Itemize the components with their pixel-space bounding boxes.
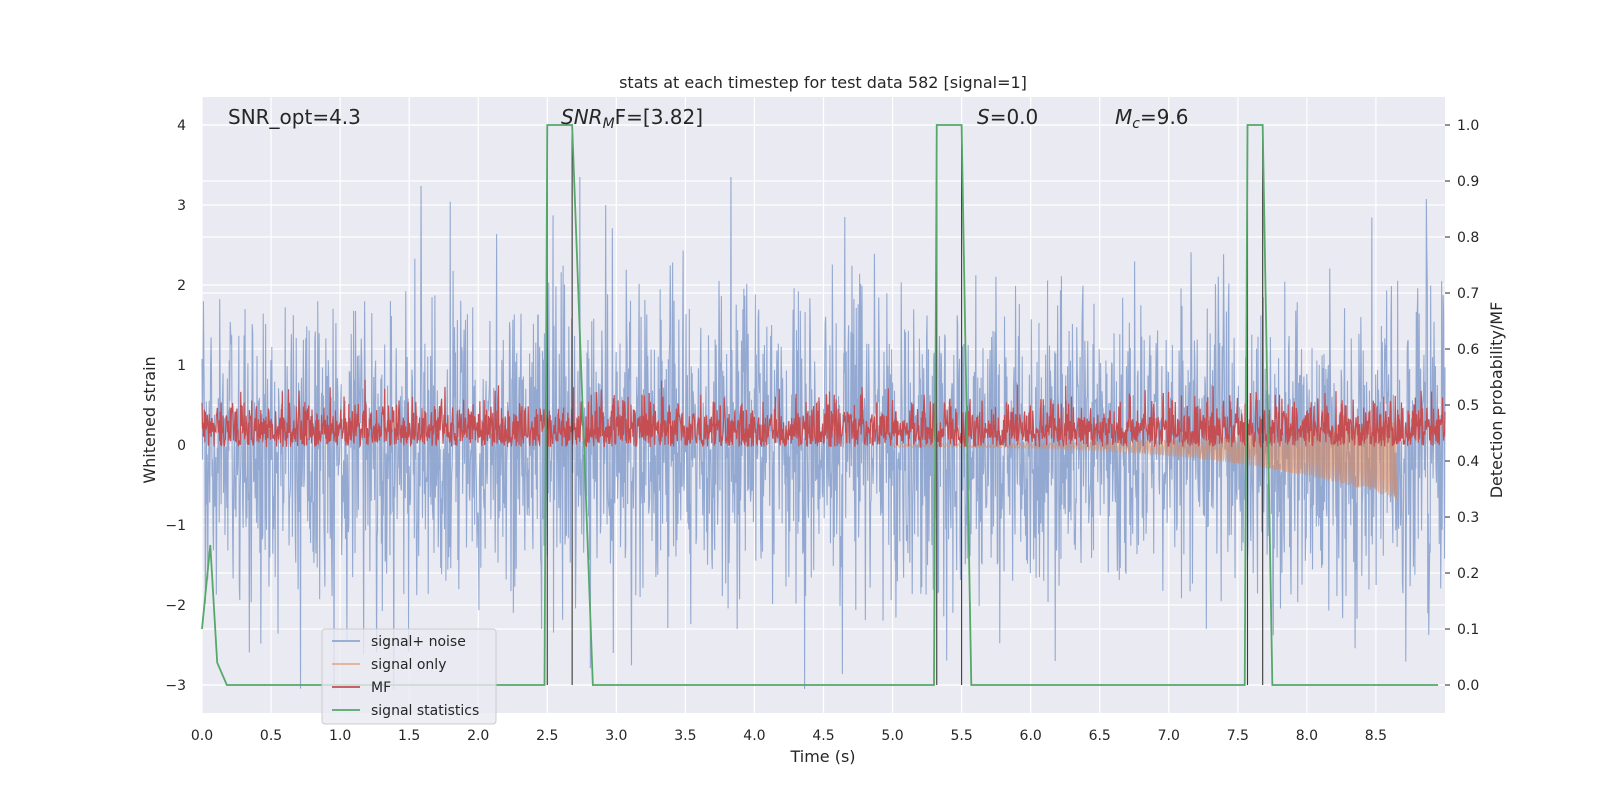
x-tick-label: 2.5 bbox=[536, 728, 558, 744]
left-tick-label: −1 bbox=[165, 518, 186, 534]
annotation-mc-symbol: M bbox=[1115, 105, 1132, 129]
legend-label-signal-noise: signal+ noise bbox=[371, 634, 466, 650]
x-tick-label: 3.5 bbox=[674, 728, 696, 744]
right-tick-label: 0.6 bbox=[1457, 342, 1479, 358]
left-tick-label: 0 bbox=[177, 438, 186, 454]
left-tick-label: 2 bbox=[177, 278, 186, 294]
annotation-s-symbol: S bbox=[977, 105, 990, 129]
x-tick-label: 1.5 bbox=[398, 728, 420, 744]
annotation-s: S=0.0 bbox=[977, 105, 1038, 129]
annotation-snr-mf-value: F=[3.82] bbox=[615, 105, 703, 129]
left-tick-label: 1 bbox=[177, 358, 186, 374]
series-signal-noise bbox=[201, 176, 1446, 690]
x-axis-label: Time (s) bbox=[789, 747, 855, 766]
left-tick-label: −2 bbox=[165, 598, 186, 614]
legend-label-signal-only: signal only bbox=[371, 657, 446, 673]
x-tick-label: 7.5 bbox=[1227, 728, 1249, 744]
x-tick-label: 4.0 bbox=[743, 728, 765, 744]
signal-statistics-line bbox=[201, 124, 1439, 686]
right-tick-label: 0.3 bbox=[1457, 510, 1479, 526]
right-axis-ticks: 0.0 0.1 0.2 0.3 0.4 0.5 0.6 0.7 0.8 0.9 1.0 bbox=[1445, 118, 1479, 694]
left-axis-ticks: −3 −2 −1 0 1 2 3 4 bbox=[165, 118, 186, 694]
x-tick-label: 5.0 bbox=[881, 728, 903, 744]
x-tick-label: 6.0 bbox=[1020, 728, 1042, 744]
annotation-mc-subscript: c bbox=[1132, 116, 1140, 132]
series-mf bbox=[201, 379, 1446, 449]
right-axis-label: Detection probability/MF bbox=[1487, 302, 1506, 499]
x-tick-label: 1.0 bbox=[329, 728, 351, 744]
right-tick-label: 0.9 bbox=[1457, 174, 1479, 190]
left-tick-label: −3 bbox=[165, 678, 186, 694]
signal-noise-line bbox=[201, 176, 1446, 690]
right-tick-label: 0.0 bbox=[1457, 678, 1479, 694]
x-tick-label: 3.0 bbox=[605, 728, 627, 744]
chart-title: stats at each timestep for test data 582… bbox=[619, 73, 1027, 92]
right-tick-label: 0.4 bbox=[1457, 454, 1479, 470]
left-axis-label: Whitened strain bbox=[140, 356, 159, 483]
legend-box bbox=[321, 628, 497, 725]
legend-label-mf: MF bbox=[371, 680, 391, 696]
right-tick-label: 0.1 bbox=[1457, 622, 1479, 638]
annotation-snr-mf-subscript: M bbox=[603, 116, 615, 132]
x-tick-label: 0.5 bbox=[260, 728, 282, 744]
x-tick-label: 7.0 bbox=[1158, 728, 1180, 744]
series-signal-statistics bbox=[201, 124, 1439, 686]
left-tick-label: 3 bbox=[177, 198, 186, 214]
right-tick-label: 0.8 bbox=[1457, 230, 1479, 246]
right-tick-label: 1.0 bbox=[1457, 118, 1479, 134]
right-tick-label: 0.2 bbox=[1457, 566, 1479, 582]
x-tick-label: 4.5 bbox=[812, 728, 834, 744]
x-axis-ticks: 0.0 0.5 1.0 1.5 2.0 2.5 3.0 3.5 4.0 4.5 5.0 5.5 6.0 6… bbox=[191, 728, 1387, 744]
annotation-mc: Mc=9.6 bbox=[1115, 105, 1189, 132]
x-tick-label: 6.5 bbox=[1089, 728, 1111, 744]
x-tick-label: 5.5 bbox=[950, 728, 972, 744]
left-tick-label: 4 bbox=[177, 118, 186, 134]
legend-label-signal-statistics: signal statistics bbox=[371, 703, 479, 719]
annotation-s-value: =0.0 bbox=[990, 105, 1039, 129]
annotation-snr-mf-symbol: SNR bbox=[561, 105, 603, 129]
annotation-snr-mf: SNRMF=[3.82] bbox=[561, 105, 703, 132]
legend: signal+ noise signal only MF signal stat… bbox=[321, 628, 497, 725]
right-tick-label: 0.5 bbox=[1457, 398, 1479, 414]
annotation-mc-value: =9.6 bbox=[1140, 105, 1189, 129]
annotation-snr-opt: SNR_opt=4.3 bbox=[228, 105, 361, 129]
x-tick-label: 8.5 bbox=[1365, 728, 1387, 744]
x-tick-label: 8.0 bbox=[1296, 728, 1318, 744]
x-tick-label: 0.0 bbox=[191, 728, 213, 744]
right-tick-label: 0.7 bbox=[1457, 286, 1479, 302]
x-tick-label: 2.0 bbox=[467, 728, 489, 744]
mf-line bbox=[201, 379, 1446, 449]
